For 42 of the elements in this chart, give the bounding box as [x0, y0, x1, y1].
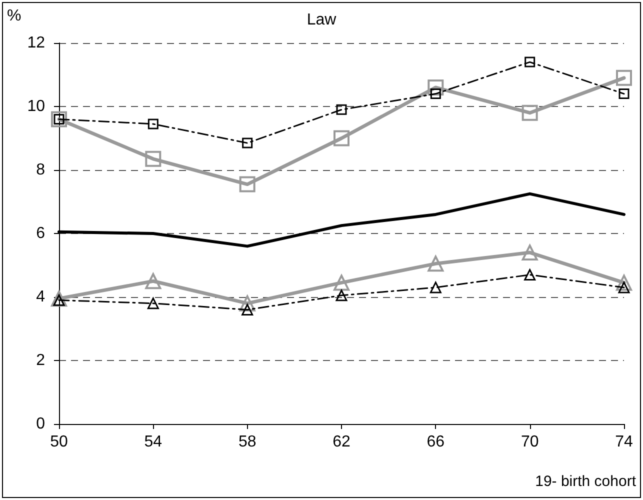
y-axis-title: % — [7, 8, 22, 24]
point — [336, 104, 347, 115]
point — [618, 88, 630, 100]
y-tick-label: 8 — [36, 162, 46, 178]
point — [524, 269, 536, 281]
y-tick-label: 10 — [27, 98, 46, 115]
x-tick-label: 58 — [238, 434, 256, 450]
point — [522, 244, 538, 261]
y-tick-label: 4 — [36, 288, 46, 306]
x-tick-label: 50 — [50, 434, 68, 450]
point — [428, 256, 444, 272]
y-tick-label: 0 — [36, 416, 46, 432]
point — [428, 79, 444, 96]
y-tick-label: 12 — [27, 34, 46, 52]
x-tick-label: 66 — [426, 434, 445, 450]
point — [242, 304, 254, 316]
y-tick-label: 6 — [36, 225, 46, 242]
point — [334, 274, 350, 291]
point — [51, 111, 67, 128]
point — [148, 118, 158, 130]
point — [522, 104, 538, 121]
point — [147, 298, 159, 310]
point — [145, 273, 162, 290]
point — [616, 70, 632, 86]
x-tick-label: 74 — [615, 434, 633, 450]
point — [334, 130, 350, 146]
point — [616, 274, 632, 291]
point — [51, 290, 67, 307]
point — [145, 150, 162, 167]
y-tick-label: 2 — [36, 352, 46, 369]
chart-title: Law — [306, 12, 337, 28]
x-tick-label: 54 — [144, 434, 162, 450]
point — [430, 282, 442, 294]
x-tick-label: 70 — [520, 434, 539, 450]
point — [239, 176, 256, 192]
point — [524, 56, 536, 68]
point — [239, 295, 256, 312]
x-axis-title: 19- birth cohort — [535, 473, 637, 490]
point — [336, 290, 348, 302]
x-tick-label: 62 — [332, 434, 350, 450]
point — [430, 88, 441, 100]
point — [242, 138, 253, 148]
